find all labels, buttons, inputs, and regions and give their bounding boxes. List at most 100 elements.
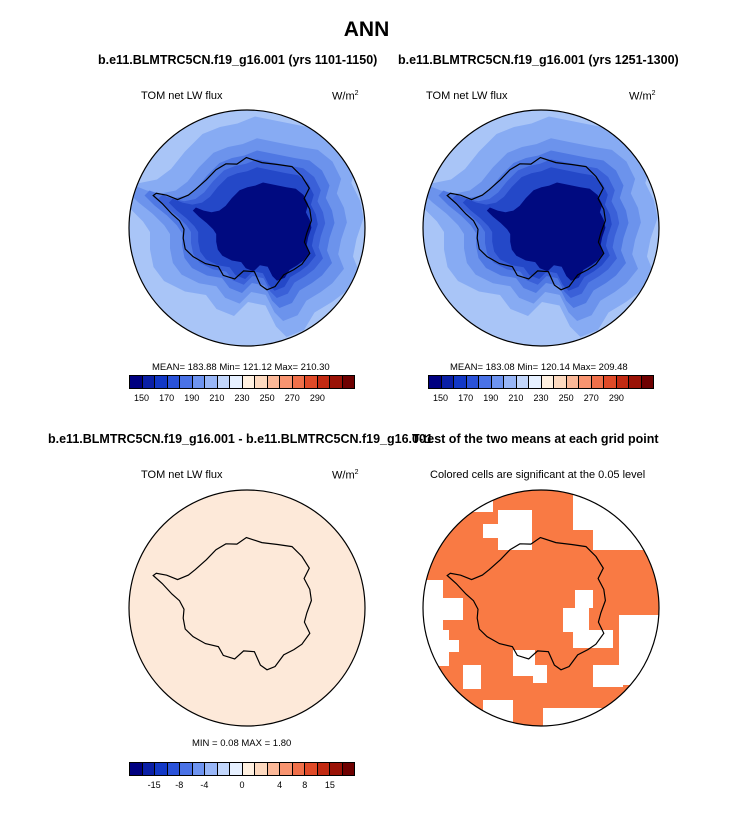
map-border: [422, 489, 660, 727]
non-significant-cell: [498, 510, 532, 550]
figure-title: ANN: [343, 18, 390, 41]
non-significant-cell: [573, 630, 613, 648]
panel1-variable-label: TOM net LW flux: [141, 90, 223, 102]
colorbar-tick-label: -4: [200, 780, 209, 790]
colorbar-swatch: [466, 376, 479, 388]
non-significant-cell: [433, 598, 463, 620]
colorbar-swatch: [541, 376, 554, 388]
map-border: [422, 109, 660, 347]
colorbar-swatch: [155, 763, 168, 775]
colorbar-swatch: [242, 763, 255, 775]
colorbar-swatch: [267, 763, 280, 775]
panel2-variable-label: TOM net LW flux: [426, 90, 508, 102]
non-significant-cell: [533, 665, 547, 683]
non-significant-cell: [593, 665, 623, 687]
colorbar-swatch: [130, 763, 143, 775]
colorbar-tick-label: 150: [134, 393, 150, 403]
colorbar-swatch: [167, 376, 180, 388]
significance-field: [423, 490, 659, 726]
non-significant-cell: [593, 520, 653, 550]
colorbar-tick-label: 190: [483, 393, 499, 403]
colorbar-tick-label: 290: [309, 393, 325, 403]
polar-map-panel4: [422, 489, 660, 727]
colorbar-swatch: [242, 376, 255, 388]
panel1-units-label: W/m2: [332, 90, 359, 103]
colorbar-swatch: [454, 376, 467, 388]
colorbar-swatch: [167, 763, 180, 775]
colorbar-swatch: [441, 376, 454, 388]
non-significant-cell: [483, 524, 501, 538]
colorbar-panel3: [129, 762, 355, 776]
non-significant-cell: [441, 640, 459, 652]
panel3-units-label: W/m2: [332, 469, 359, 482]
non-significant-cell: [513, 650, 535, 676]
colorbar-swatch: [342, 763, 354, 775]
coastline: [446, 156, 607, 291]
colorbar-swatch: [305, 376, 318, 388]
colorbar-tick-label: 270: [583, 393, 599, 403]
map-border: [128, 489, 366, 727]
colorbar-swatch: [142, 763, 155, 775]
colorbar-tick-label: 210: [209, 393, 225, 403]
map-field: [129, 110, 365, 346]
panel3-stats: MIN = 0.08 MAX = 1.80: [192, 738, 292, 749]
non-significant-cell: [543, 708, 623, 726]
colorbar-tick-label: 290: [608, 393, 624, 403]
colorbar-swatch: [217, 376, 230, 388]
colorbar-swatch: [205, 376, 218, 388]
colorbar-tick-label: 250: [558, 393, 574, 403]
colorbar-tick-label: 15: [324, 780, 335, 790]
panel-title-bottom-left: b.e11.BLMTRC5CN.f19_g16.001 - b.e11.BLMT…: [48, 432, 433, 446]
colorbar-swatch: [155, 376, 168, 388]
colorbar-panel2: [428, 375, 654, 389]
non-significant-cell: [463, 665, 481, 689]
colorbar-swatch: [330, 763, 343, 775]
colorbar-swatch: [280, 376, 293, 388]
panel-title-top-left: b.e11.BLMTRC5CN.f19_g16.001 (yrs 1101-11…: [98, 53, 378, 67]
coastline: [152, 156, 313, 291]
colorbar-swatch: [616, 376, 629, 388]
coastline: [152, 536, 313, 671]
colorbar-swatch: [317, 763, 330, 775]
colorbar-swatch: [330, 376, 343, 388]
colorbar-swatch: [342, 376, 354, 388]
colorbar-swatch: [305, 763, 318, 775]
colorbar-tick-label: 210: [508, 393, 524, 403]
polar-map-panel2: [422, 109, 660, 347]
map-border: [128, 109, 366, 347]
colorbar-swatch: [255, 376, 268, 388]
colorbar-swatch: [217, 763, 230, 775]
colorbar-swatch: [529, 376, 542, 388]
colorbar-swatch: [130, 376, 143, 388]
colorbar-tick-label: 0: [239, 780, 245, 790]
colorbar-tick-label: 170: [458, 393, 474, 403]
colorbar-swatch: [192, 763, 205, 775]
colorbar-swatch: [230, 376, 243, 388]
colorbar-swatch: [280, 763, 293, 775]
colorbar-swatch: [504, 376, 517, 388]
colorbar-swatch: [292, 376, 305, 388]
colorbar-swatch: [317, 376, 330, 388]
panel-title-bottom-right: T-test of the two means at each grid poi…: [412, 432, 659, 446]
colorbar-swatch: [591, 376, 604, 388]
panel-title-top-right: b.e11.BLMTRC5CN.f19_g16.001 (yrs 1251-13…: [398, 53, 679, 67]
colorbar-swatch: [192, 376, 205, 388]
colorbar-swatch: [180, 763, 193, 775]
colorbar-swatch: [516, 376, 529, 388]
panel3-variable-label: TOM net LW flux: [141, 469, 223, 481]
interior-flux-band: [192, 182, 312, 281]
colorbar-tick-label: 190: [184, 393, 200, 403]
colorbar-tick-label: 270: [284, 393, 300, 403]
colorbar-tick-label: 170: [159, 393, 175, 403]
colorbar-swatch: [267, 376, 280, 388]
colorbar-swatch: [629, 376, 642, 388]
colorbar-tick-label: 4: [277, 780, 283, 790]
polar-map-panel3: [128, 489, 366, 727]
colorbar-swatch: [641, 376, 653, 388]
map-field: [423, 110, 659, 346]
non-significant-cell: [423, 490, 493, 512]
colorbar-tick-label: 150: [433, 393, 449, 403]
colorbar-swatch: [230, 763, 243, 775]
colorbar-tick-label: 230: [234, 393, 250, 403]
colorbar-swatch: [479, 376, 492, 388]
